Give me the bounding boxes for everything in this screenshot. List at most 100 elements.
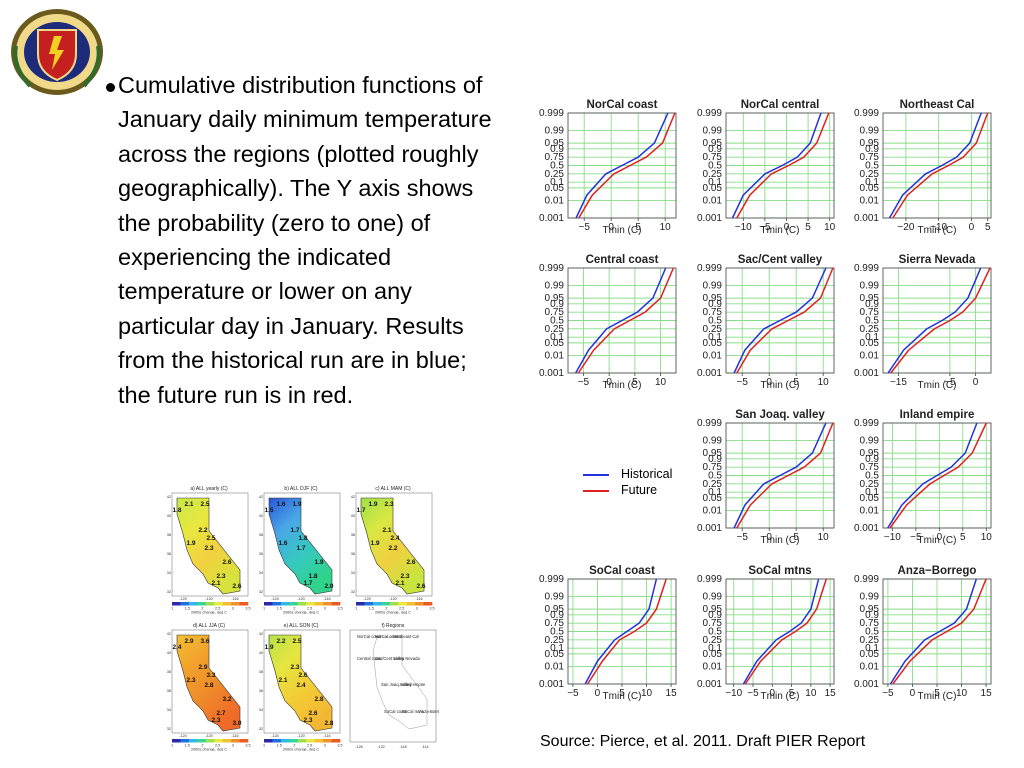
- colorbar-segment: [289, 602, 299, 606]
- y-tick-label: 0.05: [545, 183, 565, 194]
- y-tick-label: 0.99: [703, 436, 723, 447]
- region-value: 2.8: [324, 720, 333, 727]
- map-title: d) ALL JJA (C): [193, 623, 225, 629]
- x-tick-label: 15: [981, 688, 993, 699]
- y-tick-label: 0.1: [550, 643, 564, 654]
- colorbar-tick: 1: [171, 607, 173, 611]
- panel-title: Anza−Borrego: [898, 565, 977, 577]
- y-tick-label: 0.999: [697, 574, 722, 585]
- colorbar-tick: 2.5: [307, 607, 312, 611]
- colorbar-label: 2060s change, deg C: [283, 611, 319, 615]
- y-tick-label: 0.9: [708, 299, 722, 310]
- region-value: 2.3: [216, 573, 225, 580]
- y-tick-label: 0.75: [545, 618, 565, 629]
- region-value: 2.4: [172, 644, 181, 651]
- y-tick-label: 0.9: [708, 454, 722, 465]
- x-tick-label: 5: [632, 377, 638, 388]
- regions-lon-label: -114: [421, 745, 428, 749]
- region-label-norcal-central: NorCal central: [375, 634, 402, 639]
- regions-lon-label: -118: [399, 745, 406, 749]
- legend-swatch-historical: [583, 474, 609, 476]
- map-lat-label: 32: [259, 590, 263, 594]
- seal-left-leaves: [13, 45, 32, 88]
- map-lat-label: 42: [351, 495, 355, 499]
- x-tick-label: −10: [735, 222, 752, 233]
- map-lat-label: 40: [167, 651, 171, 655]
- colorbar-label: 2060s change, deg C: [191, 748, 227, 752]
- x-tick-label: −5: [578, 222, 590, 233]
- colorbar-segment: [306, 602, 315, 606]
- map-lon-label: -124: [179, 734, 187, 738]
- california-shape: [268, 634, 333, 732]
- series-line-historical: [742, 578, 820, 685]
- region-value: 2.9: [198, 664, 207, 671]
- region-label-sac-cent-valley: Sac/Cent valley: [375, 656, 405, 661]
- y-tick-label: 0.05: [860, 493, 880, 504]
- x-axis-label: Tmin (C): [603, 380, 642, 391]
- colorbar-tick: 3: [416, 607, 418, 611]
- map-lon-label: -124: [271, 734, 279, 738]
- y-tick-label: 0.75: [703, 152, 723, 163]
- y-tick-label: 0.25: [545, 169, 565, 180]
- panel-title: Sierra Nevada: [899, 254, 976, 266]
- california-shape: [268, 497, 333, 595]
- y-tick-label: 0.1: [708, 643, 722, 654]
- colorbar-segment: [205, 739, 215, 743]
- x-tick-label: 10: [818, 377, 830, 388]
- y-tick-label: 0.999: [539, 108, 564, 119]
- regions-outline: [372, 636, 428, 730]
- region-value: 2.7: [216, 710, 225, 717]
- map-lat-label: 38: [167, 670, 171, 674]
- map-panel-a-all-yearly-c: a) ALL yearly (C) 42 40 38 36 34 32 -124 -120 -11…: [163, 484, 255, 614]
- series-line-future: [892, 112, 989, 219]
- cdf-chart-norcal-central: 0.999 0.990.950.90.750.50.250.10.050.01 0.…: [697, 99, 836, 236]
- colorbar-segment: [272, 739, 282, 743]
- y-tick-label: 0.9: [708, 144, 722, 155]
- y-tick-label: 0.99: [860, 126, 880, 137]
- y-tick-label: 0.001: [854, 213, 879, 224]
- region-value: 1.7: [356, 507, 365, 514]
- y-tick-label: 0.999: [697, 263, 722, 274]
- y-tick-label: 0.75: [703, 618, 723, 629]
- x-tick-label: −5: [944, 377, 956, 388]
- x-tick-label: 0: [910, 688, 916, 699]
- region-value: 2.4: [296, 682, 305, 689]
- colorbar-segment: [205, 602, 215, 606]
- series-line-future: [736, 112, 830, 219]
- region-value: 1.9: [370, 540, 379, 547]
- colorbar-segment: [239, 739, 249, 743]
- y-tick-label: 0.1: [708, 487, 722, 498]
- y-tick-label: 0.01: [860, 195, 880, 206]
- colorbar-tick: 3.5: [337, 744, 342, 748]
- region-label-san-joaq-valley: San Joaq. valley: [381, 682, 413, 687]
- series-line-future: [890, 267, 991, 374]
- region-value: 3.6: [200, 638, 209, 645]
- region-value: 1.9: [292, 501, 301, 508]
- panel-title: Sac/Cent valley: [738, 254, 823, 266]
- colorbar-label: 2060s change, deg C: [283, 748, 319, 752]
- y-tick-label: 0.95: [703, 138, 723, 149]
- map-lat-label: 32: [351, 590, 355, 594]
- temperature-change-maps: a) ALL yearly (C) 42 40 38 36 34 32 -124 -120 -11…: [163, 484, 453, 752]
- california-shape: [176, 634, 241, 732]
- region-value: 2.8: [204, 682, 213, 689]
- cdf-panel-central-coast: 0.999 0.99 0.95 0.9 0.75 0.5 0.25 0.1 0.05 0.01 0.…: [528, 252, 688, 392]
- y-tick-label: 0.95: [860, 604, 880, 615]
- y-tick-label: 0.5: [865, 316, 879, 327]
- x-tick-label: 10: [660, 222, 672, 233]
- region-value: 2.1: [278, 677, 287, 684]
- y-tick-label: 0.1: [550, 332, 564, 343]
- colorbar-tick: 3: [324, 744, 326, 748]
- map-lat-label: 40: [167, 514, 171, 518]
- colorbar-segment: [231, 602, 240, 606]
- region-value: 1.6: [276, 501, 285, 508]
- colorbar-segment: [423, 602, 433, 606]
- map-lat-label: 42: [167, 632, 171, 636]
- chart-legend: Historical Future: [583, 466, 693, 500]
- x-axis-label: Tmin (C): [761, 225, 800, 236]
- map-lat-label: 36: [259, 552, 263, 556]
- y-tick-label: 0.9: [865, 610, 879, 621]
- x-tick-label: 0: [969, 222, 975, 233]
- y-tick-label: 0.95: [545, 604, 565, 615]
- map-lat-label: 40: [259, 514, 263, 518]
